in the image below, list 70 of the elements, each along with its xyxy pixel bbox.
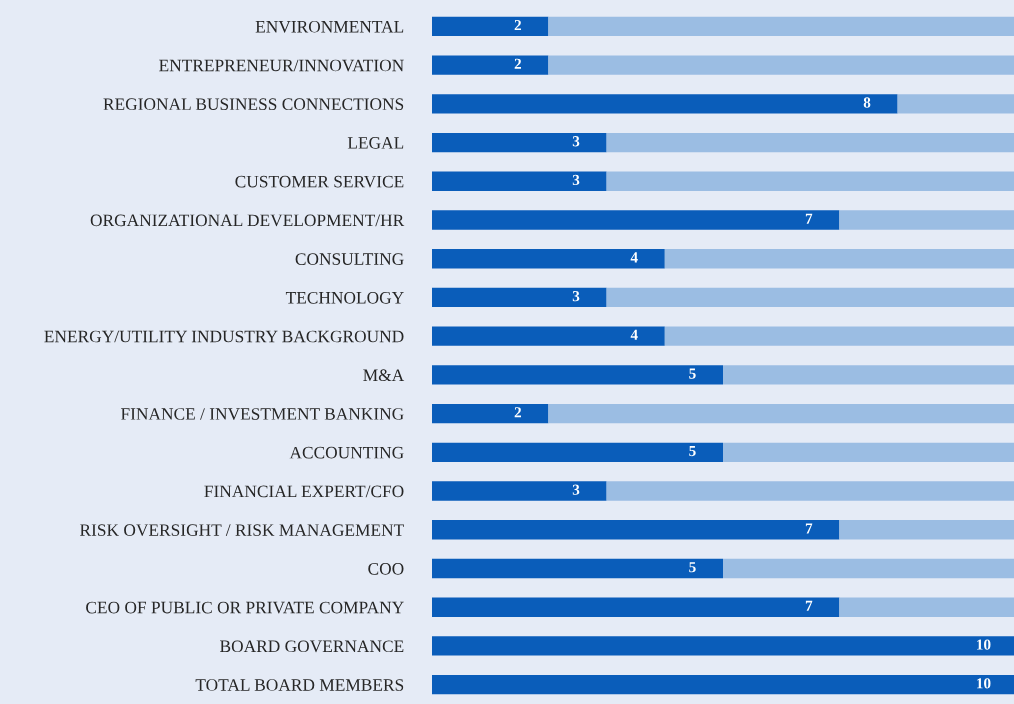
y-tick-label: LEGAL <box>347 137 404 149</box>
data-label: 3 <box>572 484 580 495</box>
bar <box>432 16 549 37</box>
bar <box>432 287 607 308</box>
bar <box>548 403 1014 424</box>
data-label: 3 <box>572 136 580 147</box>
bar <box>839 210 1014 230</box>
bar <box>548 16 1014 37</box>
bar <box>432 520 840 540</box>
data-label: 10 <box>977 639 991 650</box>
y-tick-label: ENVIRONMENTAL <box>255 20 404 33</box>
y-tick-label: ENERGY/UTILITY INDUSTRY BACKGROUND <box>44 330 404 343</box>
bar <box>432 132 607 153</box>
bar <box>664 249 1014 269</box>
bar <box>664 326 1014 346</box>
bar <box>432 674 1014 695</box>
bar <box>432 365 723 385</box>
y-tick-label: ENTREPRENEUR/INNOVATION <box>159 59 404 72</box>
y-tick-label: M&A <box>363 369 405 382</box>
y-tick-label: COO <box>368 563 404 575</box>
y-tick-label: CUSTOMER SERVICE <box>235 175 404 188</box>
bar <box>432 326 665 346</box>
bar <box>432 55 549 75</box>
bar <box>897 94 1014 114</box>
data-label: 3 <box>572 174 580 186</box>
data-label: 5 <box>689 368 696 379</box>
y-tick-label: BOARD GOVERNANCE <box>220 640 404 653</box>
bar <box>606 171 1014 191</box>
data-label: 2 <box>514 58 522 69</box>
data-label: 4 <box>630 252 638 263</box>
bar <box>432 636 1014 656</box>
data-label: 3 <box>572 291 580 302</box>
bar <box>839 520 1014 540</box>
y-tick-label: RISK OVERSIGHT / RISK MANAGEMENT <box>79 524 404 537</box>
data-label: 7 <box>805 213 813 224</box>
data-label: 5 <box>689 445 696 457</box>
bar <box>432 558 723 579</box>
y-tick-label: FINANCIAL EXPERT/CFO <box>204 485 404 498</box>
y-tick-label: FINANCE / INVESTMENT BANKING <box>120 408 404 420</box>
bar <box>606 481 1014 501</box>
bar <box>432 171 607 191</box>
bar <box>432 481 607 501</box>
bar <box>432 403 549 424</box>
bar <box>839 597 1014 617</box>
data-label: 4 <box>630 329 638 340</box>
bar <box>432 210 840 230</box>
y-tick-label: TECHNOLOGY <box>285 291 404 304</box>
y-tick-label: REGIONAL BUSINESS CONNECTIONS <box>103 98 404 111</box>
bar <box>432 249 665 269</box>
bar <box>548 55 1014 75</box>
bar <box>432 442 723 462</box>
bar <box>723 442 1014 462</box>
y-tick-label: CONSULTING <box>295 253 404 265</box>
bar <box>606 132 1014 153</box>
data-label: 7 <box>805 523 813 534</box>
y-tick-label: ORGANIZATIONAL DEVELOPMENT/HR <box>90 214 405 227</box>
bar <box>723 558 1014 579</box>
bar <box>432 597 840 617</box>
data-label: 2 <box>514 407 522 418</box>
y-tick-label: CEO OF PUBLIC OR PRIVATE COMPANY <box>86 601 404 614</box>
data-label: 10 <box>977 678 991 689</box>
data-label: 7 <box>805 600 813 611</box>
bar <box>606 287 1014 308</box>
y-tick-label: ACCOUNTING <box>289 446 404 459</box>
bar <box>432 94 898 114</box>
bar <box>723 365 1014 385</box>
data-label: 8 <box>863 97 871 108</box>
data-label: 2 <box>514 19 522 31</box>
data-label: 5 <box>689 562 696 573</box>
y-tick-label: TOTAL BOARD MEMBERS <box>195 679 404 691</box>
